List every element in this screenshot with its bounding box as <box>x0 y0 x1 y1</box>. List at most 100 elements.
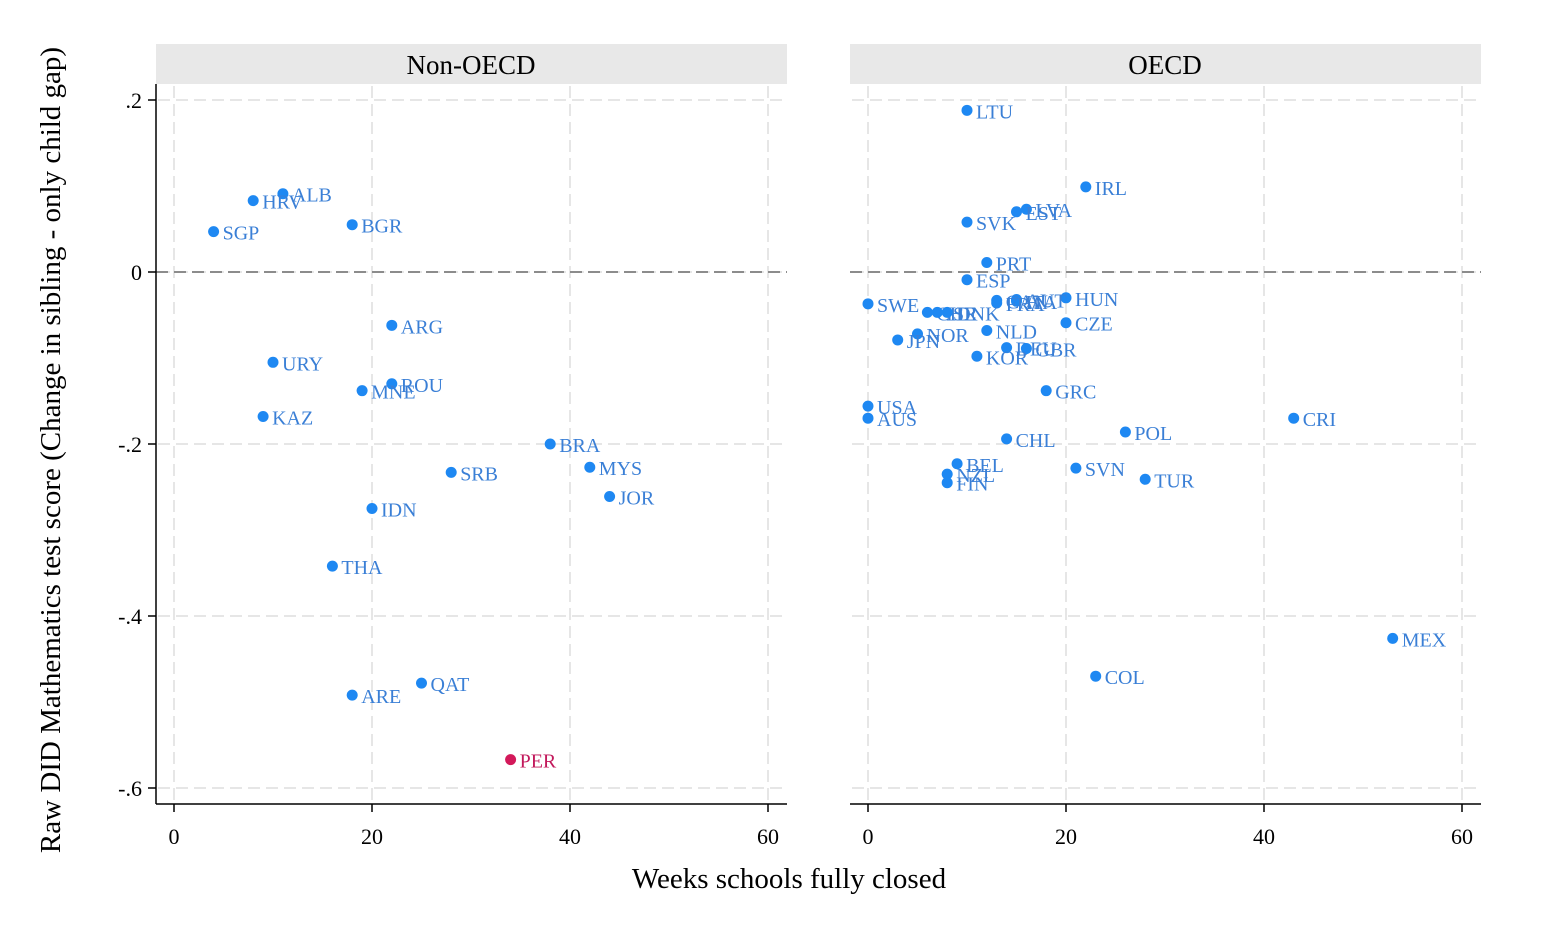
y-tick-label: .2 <box>126 88 143 113</box>
data-label-hun: HUN <box>1075 289 1118 311</box>
data-point-hrv <box>247 195 259 207</box>
data-point-kor <box>971 350 983 362</box>
x-tick-label: 60 <box>757 824 779 849</box>
data-label-ltu: LTU <box>976 101 1014 123</box>
data-point-esp <box>961 274 973 286</box>
data-label-alb: ALB <box>292 185 332 207</box>
data-label-sgp: SGP <box>223 223 260 245</box>
data-label-fin: FIN <box>956 474 988 496</box>
data-point-bel <box>951 458 963 470</box>
data-label-svn: SVN <box>1085 459 1125 481</box>
data-label-grc: GRC <box>1055 382 1096 404</box>
data-point-qat <box>416 677 427 689</box>
data-point-cze <box>1060 317 1072 329</box>
data-label-idn: IDN <box>381 500 417 522</box>
x-tick-label: 60 <box>1451 824 1473 849</box>
data-point-isr <box>931 306 943 318</box>
data-label-bra: BRA <box>559 435 601 457</box>
x-tick-label: 0 <box>169 824 180 849</box>
data-point-gbr <box>1020 343 1032 355</box>
data-label-can: CAN <box>1006 291 1048 313</box>
data-label-per: PER <box>520 751 557 773</box>
data-point-irl <box>1080 181 1092 193</box>
data-label-bgr: BGR <box>361 216 403 238</box>
data-point-chl <box>1001 433 1013 445</box>
data-point-ita <box>1011 295 1022 307</box>
data-label-esp: ESP <box>976 271 1010 293</box>
data-point-tur <box>1139 473 1151 485</box>
data-label-col: COL <box>1105 667 1145 689</box>
data-point-srb <box>445 466 457 478</box>
data-point-svn <box>1070 462 1082 474</box>
panel-title: Non-OECD <box>407 50 536 80</box>
data-label-mex: MEX <box>1402 629 1447 651</box>
data-point-per <box>505 754 517 766</box>
data-label-mne: MNE <box>371 382 415 404</box>
data-point-mex <box>1387 632 1399 644</box>
data-label-ita: ITA <box>1026 292 1058 314</box>
data-point-fra <box>991 297 1003 309</box>
data-label-nzl: NZL <box>956 465 995 487</box>
data-label-aut: AUT <box>1026 291 1067 313</box>
data-label-ury: URY <box>282 353 323 375</box>
data-label-chl: CHL <box>1016 430 1056 452</box>
data-label-lva: LVA <box>1035 200 1072 222</box>
data-label-rou: ROU <box>401 375 444 397</box>
data-point-swe <box>862 298 874 310</box>
panel-title: OECD <box>1128 50 1202 80</box>
data-label-bel: BEL <box>966 455 1004 477</box>
data-label-dnk: DNK <box>956 303 1000 325</box>
data-point-pol <box>1119 426 1131 438</box>
x-axis-title: Weeks schools fully closed <box>632 863 947 895</box>
data-label-srb: SRB <box>460 463 498 485</box>
data-point-nor <box>912 328 923 340</box>
data-point-est <box>1011 206 1022 218</box>
data-point-usa <box>862 400 874 412</box>
data-label-jpn: JPN <box>907 331 940 353</box>
data-point-cri <box>1288 412 1300 424</box>
data-point-prt <box>981 257 993 269</box>
data-point-ury <box>267 356 279 368</box>
data-point-kaz <box>257 410 269 422</box>
x-tick-label: 40 <box>1253 824 1275 849</box>
gridlines <box>158 86 785 802</box>
data-point-tha <box>326 560 338 572</box>
data-point-nzl <box>941 468 953 480</box>
data-label-nor: NOR <box>927 325 970 347</box>
axes: 0 20 40 60 <box>850 803 1481 849</box>
data-label-nld: NLD <box>996 321 1037 343</box>
data-label-arg: ARG <box>401 316 443 338</box>
data-label-gbr: GBR <box>1035 340 1077 362</box>
data-label-cri: CRI <box>1303 409 1336 431</box>
data-point-nld <box>981 324 993 336</box>
axes: 0 20 40 60 .2 0 -.2 -.4 -.6 <box>118 84 787 849</box>
y-tick-label: -.4 <box>118 604 142 629</box>
panel-title-strip <box>156 44 787 84</box>
y-tick-label: -.6 <box>118 776 142 801</box>
data-point-ltu <box>961 104 973 116</box>
data-label-est: EST <box>1026 203 1062 225</box>
data-label-kaz: KAZ <box>272 407 313 429</box>
data-label-svk: SVK <box>976 213 1017 235</box>
data-label-qat: QAT <box>431 674 470 696</box>
data-point-bra <box>544 438 556 450</box>
data-label-aus: AUS <box>877 409 917 431</box>
data-point-idn <box>366 503 378 514</box>
data-point-bgr <box>346 219 358 231</box>
data-point-grc <box>1040 385 1052 397</box>
data-point-alb <box>277 188 289 200</box>
x-tick-label: 0 <box>863 824 874 849</box>
data-label-fra: FRA <box>1006 294 1045 316</box>
data-point-mys <box>584 461 596 473</box>
data-point-mne <box>356 385 368 397</box>
data-point-hun <box>1060 292 1072 304</box>
data-point-che <box>921 306 933 318</box>
data-point-lva <box>1020 203 1032 215</box>
y-tick-label: 0 <box>131 260 142 285</box>
data-point-jpn <box>892 334 904 346</box>
